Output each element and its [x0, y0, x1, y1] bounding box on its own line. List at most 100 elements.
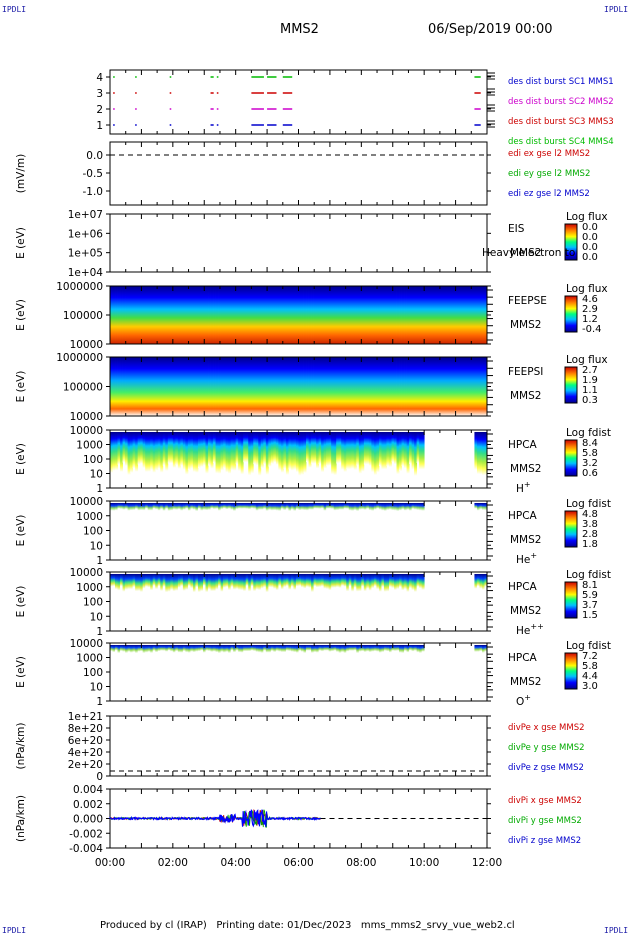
spectrogram-column — [484, 503, 488, 520]
spectrogram-column — [195, 432, 199, 473]
spectrogram-column — [208, 574, 211, 598]
spectrogram-column — [130, 432, 134, 473]
x-tick-label: 10:00 — [409, 857, 439, 869]
y-tick-label: 4 — [96, 72, 103, 84]
spectrogram-column — [202, 645, 206, 663]
spectrogram-column — [280, 357, 284, 416]
spectrogram-column — [112, 503, 116, 521]
spectrogram-column — [318, 432, 322, 465]
spacecraft-label: MMS2 — [510, 247, 541, 259]
spectrogram-column — [283, 645, 287, 661]
y-tick-label: 1e+06 — [68, 228, 104, 240]
spectrogram-column — [386, 645, 390, 659]
spectrogram-column — [243, 574, 247, 601]
spectrogram-column — [313, 645, 317, 662]
spectrogram-column — [145, 574, 149, 594]
spectrogram-column — [235, 503, 239, 517]
y-tick-label: 0.002 — [73, 799, 103, 811]
spectrogram-column — [273, 432, 277, 463]
panel-frame-eis — [109, 213, 488, 273]
spectrogram-column — [213, 432, 216, 464]
spectrogram-column — [391, 574, 395, 596]
y-tick-label: 0.000 — [73, 814, 103, 826]
spectrogram-column — [127, 432, 131, 475]
spectrogram-column — [441, 286, 445, 344]
spectrogram-column — [215, 645, 219, 662]
spectrogram-column — [368, 286, 372, 344]
spectrogram-column — [253, 645, 257, 659]
spectrogram-column — [185, 357, 189, 416]
spectrogram-column — [464, 286, 468, 344]
y-tick-label: 1e+07 — [68, 209, 103, 221]
y-tick-label: -1.0 — [83, 186, 104, 198]
spectrogram-column — [328, 574, 332, 599]
spectrogram-column — [215, 432, 219, 474]
spectrogram-column — [200, 286, 204, 344]
spectrogram-column — [401, 432, 405, 467]
spectrogram-column — [210, 432, 214, 469]
spectrogram-column — [479, 574, 483, 597]
spectrogram-column — [361, 432, 365, 472]
spectrogram-column — [461, 357, 465, 416]
spectrogram-column — [401, 574, 405, 599]
spectrogram-column — [235, 645, 239, 658]
spectrogram-column — [376, 503, 380, 516]
spectrogram-column — [225, 645, 229, 661]
spectrogram-column — [371, 574, 375, 596]
spectrogram-column — [152, 645, 156, 659]
spectrogram-column — [185, 645, 189, 662]
spectrogram-column — [290, 357, 294, 416]
spectrogram-column — [200, 574, 204, 601]
spectrogram-column — [245, 574, 249, 593]
y-tick-label: 8e+20 — [68, 723, 103, 735]
spectrogram-column — [210, 574, 214, 601]
spectrogram-column — [336, 645, 340, 661]
legend-entry: divPi x gse MMS2 — [508, 796, 582, 806]
colorbar-tick-label: 2.9 — [582, 304, 598, 315]
spectrogram-column — [253, 357, 257, 416]
colorbar — [564, 223, 578, 261]
spectrogram-column — [125, 574, 128, 599]
spectrogram-column — [361, 286, 365, 344]
spectrogram-column — [416, 503, 420, 519]
spectrogram-column — [361, 645, 365, 659]
spectrogram-column — [293, 645, 297, 661]
spectrogram-column — [414, 286, 418, 344]
spectrogram-column — [376, 357, 380, 416]
spectrogram-column — [110, 503, 113, 521]
spectrogram-column — [275, 432, 279, 465]
spectrogram-column — [399, 432, 402, 472]
spectrogram-column — [140, 574, 144, 602]
spectrogram-column — [260, 432, 264, 469]
spectrogram-column — [358, 503, 362, 518]
spectrogram-column — [476, 432, 480, 475]
spectrogram-column — [293, 286, 297, 344]
spectrogram-column — [233, 357, 237, 416]
spectrogram-column — [321, 286, 325, 344]
instrument-label: HPCA — [508, 510, 538, 522]
spectrogram-column — [311, 286, 314, 344]
spectrogram-column — [208, 503, 211, 519]
spectrogram-column — [160, 645, 164, 658]
spectrogram-column — [371, 286, 375, 344]
colorbar-tick-label: 8.4 — [582, 438, 598, 449]
colorbar-tick-label: 5.9 — [582, 590, 598, 601]
spectrogram-column — [306, 286, 309, 344]
spectrogram-column — [479, 645, 483, 659]
spectrogram-column — [295, 503, 299, 517]
spectrogram-column — [140, 286, 144, 344]
spectrogram-column — [363, 357, 367, 416]
spectrogram-column — [371, 432, 375, 473]
spectrogram-column — [341, 357, 345, 416]
spectrogram-column — [150, 357, 154, 416]
spectrogram-column — [353, 357, 357, 416]
spectrogram-column — [373, 286, 377, 344]
spectrogram-column — [165, 503, 169, 517]
spectrogram-column — [383, 503, 387, 521]
spectrogram-column — [481, 432, 485, 476]
spectrogram-column — [396, 645, 400, 658]
spectrogram-column — [258, 286, 262, 344]
spectrogram-column — [225, 574, 229, 595]
spectrogram-column — [120, 286, 123, 344]
spectrogram-column — [180, 645, 184, 662]
